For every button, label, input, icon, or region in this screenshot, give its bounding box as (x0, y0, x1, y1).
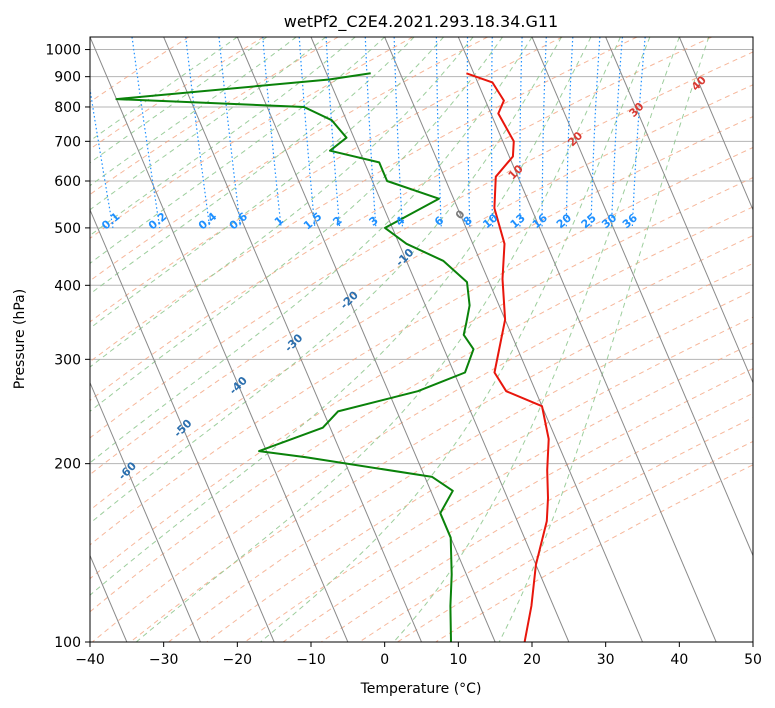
y-tick-label: 700 (54, 134, 81, 150)
plot-frame (89, 36, 754, 643)
sounding-series (115, 72, 550, 642)
moist-adiabat-line (90, 37, 238, 142)
isotherm-line (163, 37, 422, 642)
y-tick-label: 200 (54, 457, 81, 473)
dewpoint-line (115, 72, 475, 642)
isotherm-line (457, 37, 717, 642)
y-axis-ticks: 100 200 300 400 500 600 700 800 900 1000 (45, 43, 90, 651)
x-tick-label: −10 (296, 652, 326, 668)
moist-adiabat-line (90, 37, 474, 368)
x-axis-ticks: −40 −30 −20 −10 0 10 20 30 40 50 (75, 642, 762, 668)
dry-adiabat-line (282, 367, 753, 642)
dry-adiabat-line (90, 37, 339, 196)
mixing-ratio-line (131, 37, 161, 228)
y-tick-label: 400 (54, 278, 81, 294)
isotherm-line (310, 37, 570, 642)
x-tick-label: −20 (223, 652, 253, 668)
moist-adiabat-line (135, 37, 621, 642)
y-tick-label: 600 (54, 174, 81, 190)
dry-adiabat-line (90, 116, 753, 511)
moist-adiabat-line (498, 37, 710, 642)
mixing-ratio-line (631, 37, 646, 228)
dry-adiabat-line (90, 84, 753, 476)
moist-adiabat-line (393, 37, 680, 642)
isotherm-line (90, 37, 349, 642)
x-tick-label: −30 (149, 652, 179, 668)
x-axis-label: Temperature (°C) (360, 681, 482, 697)
x-tick-label: 0 (380, 652, 389, 668)
temperature-line (466, 72, 550, 642)
y-axis-label: Pressure (hPa) (12, 289, 28, 389)
y-tick-label: 1000 (45, 43, 81, 59)
isotherm-line (384, 37, 643, 642)
chart-title: wetPf2_C2E4.2021.293.18.34.G11 (284, 12, 558, 32)
x-tick-label: −40 (75, 652, 105, 668)
dry-adiabat-line (90, 146, 753, 546)
isotherm-line (90, 381, 201, 642)
x-tick-label: 10 (449, 652, 467, 668)
dry-adiabat-line (206, 316, 753, 642)
isotherm-line (90, 208, 275, 642)
mixing-ratio-line (262, 37, 282, 228)
isotherm-line (236, 37, 496, 642)
y-tick-label: 500 (54, 221, 81, 237)
isotherm-line (605, 37, 753, 384)
x-tick-label: 30 (597, 652, 615, 668)
isotherm-line (531, 37, 753, 557)
y-tick-label: 900 (54, 70, 81, 86)
isotherm-line (678, 37, 753, 212)
moist-adiabat-line (90, 37, 562, 524)
mixing-ratio-line (185, 37, 211, 228)
mixing-ratio-line (90, 85, 114, 229)
moist-adiabat-line (90, 37, 592, 596)
mixing-ratio-line (218, 37, 242, 228)
mixing-ratio-lines (90, 37, 646, 229)
moist-adiabat-lines (90, 37, 710, 642)
moist-adiabat-line (260, 37, 651, 642)
dry-adiabat-line (130, 262, 753, 642)
dry-adiabat-line (90, 37, 488, 282)
x-tick-label: 20 (523, 652, 541, 668)
isotherm-gridlines (90, 37, 753, 642)
x-tick-label: 40 (670, 652, 688, 668)
x-tick-label: 50 (744, 652, 762, 668)
moist-adiabat-line (90, 37, 327, 211)
y-tick-label: 800 (54, 100, 81, 116)
mixing-ratio-line (298, 37, 316, 228)
y-tick-label: 300 (54, 352, 81, 368)
moist-adiabat-line (90, 37, 356, 237)
moist-adiabat-line (90, 37, 444, 329)
moist-adiabat-line (90, 37, 268, 164)
y-tick-label: 100 (54, 635, 81, 651)
dry-adiabat-line (90, 51, 753, 439)
